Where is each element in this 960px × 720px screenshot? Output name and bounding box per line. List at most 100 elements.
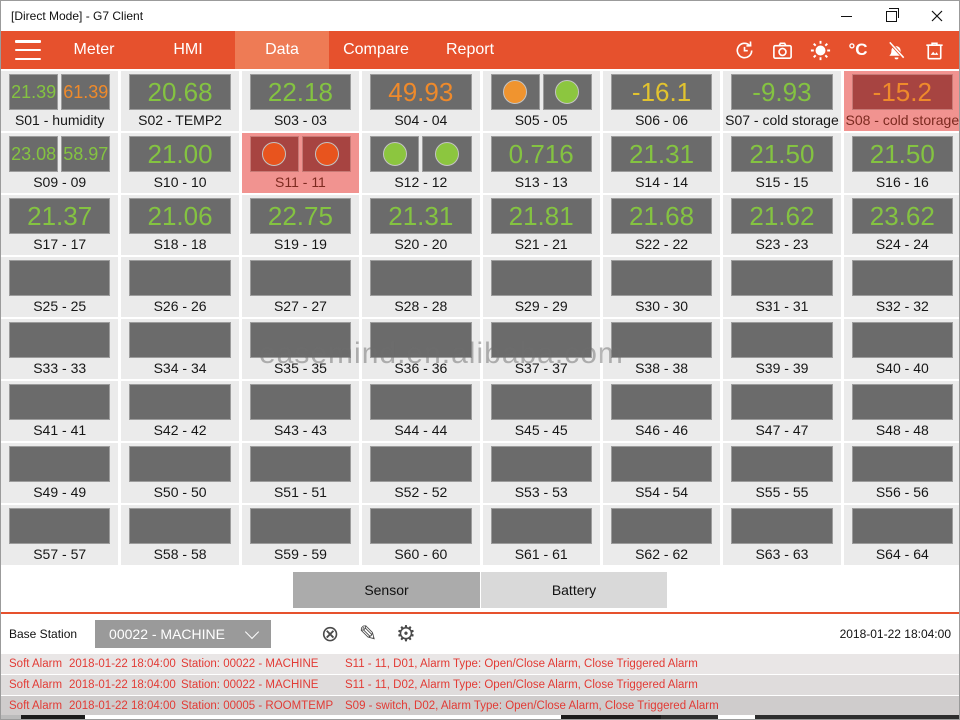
sensor-tile[interactable]: S55 - 55: [723, 443, 841, 503]
tile-value-boxes: [121, 505, 238, 544]
sensor-tile[interactable]: 21.39 61.39 S01 - humidity: [1, 71, 119, 131]
close-button[interactable]: [914, 1, 959, 31]
tile-value-boxes: 21.31: [603, 133, 720, 172]
sensor-tile[interactable]: S53 - 53: [482, 443, 600, 503]
tab-data[interactable]: Data: [235, 31, 329, 69]
sensor-tile[interactable]: S43 - 43: [241, 381, 360, 441]
sensor-tile[interactable]: S11 - 11: [241, 133, 360, 193]
sensor-tile[interactable]: S37 - 37: [482, 319, 600, 379]
sensor-tile[interactable]: 21.31 S14 - 14: [602, 133, 721, 193]
sensor-tile[interactable]: S52 - 52: [362, 443, 480, 503]
sensor-tile[interactable]: S42 - 42: [121, 381, 239, 441]
sensor-tile[interactable]: S50 - 50: [121, 443, 239, 503]
sensor-tile[interactable]: -9.93 S07 - cold storage: [723, 71, 841, 131]
tab-hmi[interactable]: HMI: [173, 41, 203, 58]
tile-value-box: [249, 446, 352, 482]
sensor-tile[interactable]: S51 - 51: [241, 443, 360, 503]
sensor-tile[interactable]: 21.37 S17 - 17: [1, 195, 119, 255]
alarm-log-row[interactable]: Soft Alarm 2018-01-22 18:04:00 Station: 00…: [1, 675, 959, 695]
mute-alarm-icon[interactable]: [877, 31, 915, 69]
sensor-tile[interactable]: 21.68 S22 - 22: [602, 195, 721, 255]
sensor-tile[interactable]: S61 - 61: [482, 505, 600, 565]
sensor-tile[interactable]: -15.2 S08 - cold storage: [843, 71, 959, 131]
alarm-station: Station: 00022 - MACHINE: [181, 658, 319, 670]
sensor-tile[interactable]: 23.62 S24 - 24: [843, 195, 959, 255]
sensor-tile[interactable]: S48 - 48: [843, 381, 959, 441]
battery-tab-button[interactable]: Battery: [481, 572, 667, 608]
sensor-tile[interactable]: S38 - 38: [602, 319, 721, 379]
sync-refresh-icon[interactable]: [725, 31, 763, 69]
sensor-tile[interactable]: 21.50 S15 - 15: [723, 133, 841, 193]
sensor-tile[interactable]: 49.93 S04 - 04: [362, 71, 480, 131]
sensor-tile[interactable]: S31 - 31: [723, 257, 841, 317]
clear-image-icon[interactable]: [915, 31, 953, 69]
tile-value-boxes: [121, 443, 238, 482]
sensor-tile[interactable]: S44 - 44: [362, 381, 480, 441]
sensor-tile[interactable]: 21.06 S18 - 18: [121, 195, 239, 255]
sensor-tile[interactable]: S45 - 45: [482, 381, 600, 441]
sensor-tile[interactable]: -16.1 S06 - 06: [602, 71, 721, 131]
sensor-tile[interactable]: S36 - 36: [362, 319, 480, 379]
sensor-tile[interactable]: 22.18 S03 - 03: [241, 71, 360, 131]
cancel-icon[interactable]: ⊗: [320, 620, 340, 646]
sensor-tile[interactable]: S63 - 63: [723, 505, 841, 565]
sensor-tile[interactable]: S39 - 39: [723, 319, 841, 379]
tab-meter[interactable]: Meter: [73, 41, 115, 58]
sensor-tile[interactable]: 23.08 58.97 S09 - 09: [1, 133, 119, 193]
sensor-tile[interactable]: S25 - 25: [1, 257, 119, 317]
sensor-tile[interactable]: 21.81 S21 - 21: [482, 195, 600, 255]
sensor-tile[interactable]: S56 - 56: [843, 443, 959, 503]
status-dot-green: [434, 142, 459, 166]
sensor-tile[interactable]: S32 - 32: [843, 257, 959, 317]
sensor-tile[interactable]: 21.31 S20 - 20: [362, 195, 480, 255]
sensor-tile[interactable]: S40 - 40: [843, 319, 959, 379]
camera-icon[interactable]: [763, 31, 801, 69]
sensor-tile[interactable]: S12 - 12: [362, 133, 480, 193]
sensor-tile[interactable]: S59 - 59: [241, 505, 360, 565]
tile-label: S34 - 34: [153, 360, 207, 376]
tile-value-boxes: [844, 257, 959, 296]
sensor-tile[interactable]: 20.68 S02 - TEMP2: [121, 71, 239, 131]
sensor-tile[interactable]: S62 - 62: [602, 505, 721, 565]
sensor-tile[interactable]: S28 - 28: [362, 257, 480, 317]
tile-value: 21.00: [147, 139, 213, 169]
sensor-tile[interactable]: S41 - 41: [1, 381, 119, 441]
tile-value-boxes: [121, 319, 238, 358]
tab-compare[interactable]: Compare: [343, 41, 409, 58]
sensor-tile[interactable]: S57 - 57: [1, 505, 119, 565]
settings-gear-icon[interactable]: ⚙: [396, 620, 416, 646]
edit-pencil-icon[interactable]: ✎: [358, 620, 378, 646]
sensor-tile[interactable]: S60 - 60: [362, 505, 480, 565]
sensor-tile[interactable]: S05 - 05: [482, 71, 600, 131]
sensor-tile[interactable]: S33 - 33: [1, 319, 119, 379]
alarm-station: Station: 00022 - MACHINE: [181, 679, 319, 691]
sensor-tile[interactable]: S64 - 64: [843, 505, 959, 565]
sensor-tile[interactable]: S26 - 26: [121, 257, 239, 317]
minimize-button[interactable]: [824, 1, 869, 31]
menu-icon[interactable]: [15, 40, 45, 60]
tile-value-boxes: 21.06: [121, 195, 238, 234]
brightness-icon[interactable]: [801, 31, 839, 69]
sensor-tile[interactable]: 21.62 S23 - 23: [723, 195, 841, 255]
sensor-tile[interactable]: S35 - 35: [241, 319, 360, 379]
sensor-tile[interactable]: S54 - 54: [602, 443, 721, 503]
sensor-tile[interactable]: 21.50 S16 - 16: [843, 133, 959, 193]
sensor-tile[interactable]: 0.716 S13 - 13: [482, 133, 600, 193]
alarm-log-row[interactable]: Soft Alarm 2018-01-22 18:04:00 Station: 00…: [1, 696, 959, 716]
sensor-tile[interactable]: S46 - 46: [602, 381, 721, 441]
base-station-dropdown[interactable]: 00022 - MACHINE: [95, 619, 272, 648]
alarm-log-row[interactable]: Soft Alarm 2018-01-22 18:04:00 Station: 00…: [1, 654, 959, 674]
restore-button[interactable]: [869, 1, 914, 31]
sensor-tile[interactable]: S27 - 27: [241, 257, 360, 317]
sensor-tile[interactable]: S30 - 30: [602, 257, 721, 317]
celsius-icon[interactable]: °C: [848, 40, 868, 59]
tab-report[interactable]: Report: [445, 41, 495, 58]
sensor-tile[interactable]: 22.75 S19 - 19: [241, 195, 360, 255]
sensor-tile[interactable]: 21.00 S10 - 10: [121, 133, 239, 193]
sensor-tile[interactable]: S29 - 29: [482, 257, 600, 317]
sensor-tab-button[interactable]: Sensor: [293, 572, 480, 608]
sensor-tile[interactable]: S49 - 49: [1, 443, 119, 503]
sensor-tile[interactable]: S58 - 58: [121, 505, 239, 565]
sensor-tile[interactable]: S47 - 47: [723, 381, 841, 441]
sensor-tile[interactable]: S34 - 34: [121, 319, 239, 379]
